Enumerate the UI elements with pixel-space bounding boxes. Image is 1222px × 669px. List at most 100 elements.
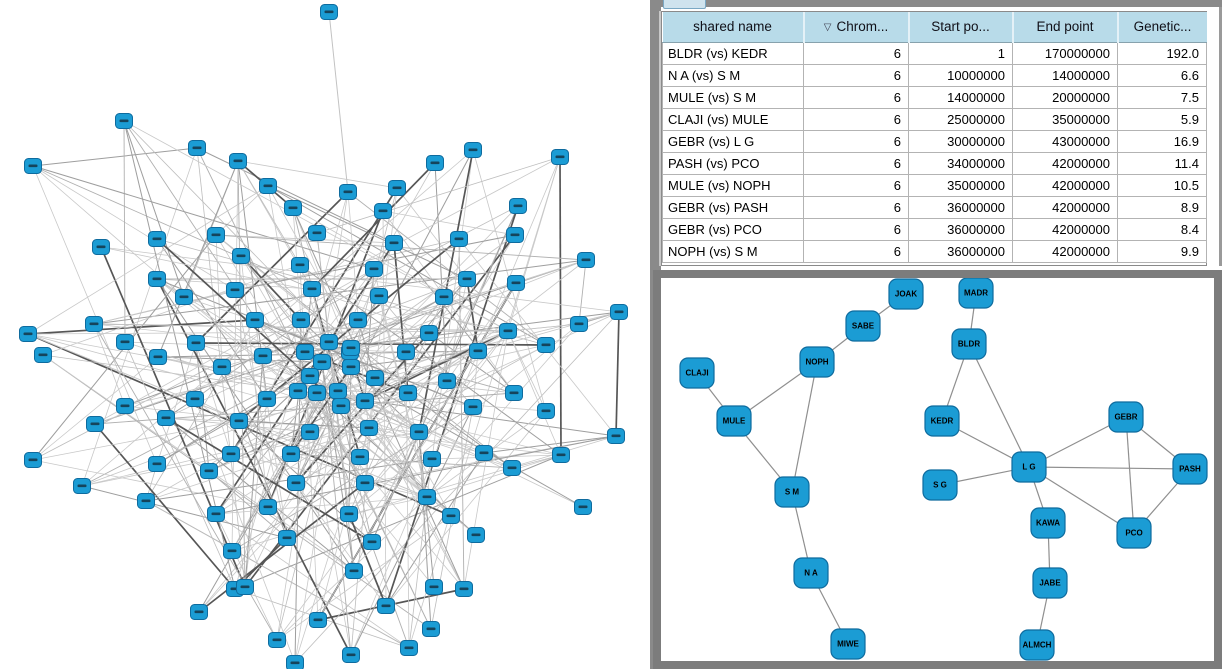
network-node[interactable] — [116, 398, 134, 414]
network-edge[interactable] — [276, 515, 452, 641]
network-edge[interactable] — [378, 295, 474, 408]
network-edge[interactable] — [32, 165, 375, 270]
table-scrollbar-track[interactable] — [1207, 7, 1222, 266]
column-header-1[interactable]: ▽ Chrom... — [802, 12, 909, 43]
network-edge[interactable] — [215, 496, 428, 515]
network-node[interactable] — [309, 612, 327, 628]
table-cell[interactable]: 42000000 — [1012, 151, 1118, 175]
network-node[interactable] — [148, 231, 166, 247]
network-node[interactable] — [175, 289, 193, 305]
network-node[interactable] — [303, 281, 321, 297]
network-edge[interactable] — [507, 323, 580, 332]
table-cell[interactable]: 1 — [908, 41, 1013, 65]
network-node[interactable] — [499, 323, 517, 339]
network-node[interactable] — [73, 478, 91, 494]
network-node[interactable] — [190, 604, 208, 620]
network-node[interactable] — [287, 475, 305, 491]
network-node-l-g[interactable]: L G — [1011, 451, 1047, 483]
network-edge[interactable] — [94, 341, 330, 425]
table-cell[interactable]: 20000000 — [1012, 85, 1118, 109]
network-edge[interactable] — [215, 435, 617, 515]
network-edge[interactable] — [297, 390, 465, 590]
table-cell[interactable]: PASH (vs) PCO — [662, 151, 804, 175]
column-header-0[interactable]: shared name — [662, 12, 804, 43]
network-node[interactable] — [342, 359, 360, 375]
network-node[interactable] — [438, 373, 456, 389]
overview-network-canvas[interactable] — [0, 0, 650, 669]
subnetwork-canvas[interactable]: JOAK SABE NOPH CLAJI MULE S M N A MIWE MADR BLDR K… — [661, 278, 1214, 661]
network-edge[interactable] — [195, 191, 349, 344]
network-node[interactable] — [226, 282, 244, 298]
network-node[interactable] — [607, 428, 625, 444]
network-edge[interactable] — [27, 333, 428, 498]
network-node[interactable] — [232, 248, 250, 264]
network-edge[interactable] — [276, 191, 349, 641]
network-edge[interactable] — [968, 343, 1030, 468]
network-edge[interactable] — [578, 259, 587, 325]
network-node-miwe[interactable]: MIWE — [830, 628, 866, 660]
network-node[interactable] — [458, 271, 476, 287]
table-cell[interactable]: 14000000 — [1012, 63, 1118, 87]
network-node-n-a[interactable]: N A — [793, 557, 829, 589]
network-edge[interactable] — [266, 319, 302, 400]
network-edge[interactable] — [295, 344, 547, 484]
network-node[interactable] — [291, 257, 309, 273]
table-cell[interactable]: 16.9 — [1117, 129, 1207, 153]
table-row[interactable]: CLAJI (vs) MULE 6 25000000 35000000 5.9 — [662, 107, 1207, 131]
network-edge[interactable] — [42, 354, 355, 572]
network-edge[interactable] — [237, 160, 398, 189]
table-cell[interactable]: 6 — [803, 63, 909, 87]
network-node[interactable] — [455, 581, 473, 597]
network-edge[interactable] — [294, 319, 302, 664]
network-node[interactable] — [537, 337, 555, 353]
network-node[interactable] — [223, 543, 241, 559]
table-cell[interactable]: N A (vs) S M — [662, 63, 804, 87]
network-node[interactable] — [475, 445, 493, 461]
network-edge[interactable] — [94, 423, 236, 590]
network-node[interactable] — [268, 632, 286, 648]
network-node[interactable] — [86, 416, 104, 432]
network-edge[interactable] — [156, 238, 268, 400]
network-node-kawa[interactable]: KAWA — [1030, 507, 1066, 539]
table-cell[interactable]: 11.4 — [1117, 151, 1207, 175]
network-edge[interactable] — [215, 185, 269, 236]
network-edge[interactable] — [348, 496, 428, 515]
network-node-s-g[interactable]: S G — [922, 469, 958, 501]
network-node[interactable] — [200, 463, 218, 479]
table-row[interactable]: N A (vs) S M 6 10000000 14000000 6.6 — [662, 63, 1207, 87]
network-node[interactable] — [230, 413, 248, 429]
network-edge[interactable] — [328, 11, 349, 193]
table-cell[interactable]: GEBR (vs) PASH — [662, 195, 804, 219]
network-edge[interactable] — [1028, 466, 1135, 534]
network-node-pash[interactable]: PASH — [1172, 453, 1208, 485]
network-edge[interactable] — [145, 427, 370, 502]
network-node[interactable] — [308, 385, 326, 401]
network-node[interactable] — [236, 579, 254, 595]
network-edge[interactable] — [230, 268, 375, 455]
network-node[interactable] — [425, 579, 443, 595]
network-edge[interactable] — [407, 392, 428, 498]
network-edge[interactable] — [156, 238, 547, 346]
network-node[interactable] — [259, 499, 277, 515]
table-cell[interactable]: MULE (vs) S M — [662, 85, 804, 109]
network-edge[interactable] — [240, 255, 302, 321]
table-cell[interactable]: CLAJI (vs) MULE — [662, 107, 804, 131]
network-edge[interactable] — [407, 330, 509, 394]
network-edge[interactable] — [27, 185, 269, 335]
network-node[interactable] — [505, 385, 523, 401]
network-node[interactable] — [345, 563, 363, 579]
network-edge[interactable] — [156, 278, 355, 572]
network-edge[interactable] — [294, 390, 339, 664]
network-edge[interactable] — [507, 330, 547, 412]
table-cell[interactable]: 9.9 — [1117, 239, 1207, 263]
network-node-pco[interactable]: PCO — [1116, 517, 1152, 549]
network-edge[interactable] — [1028, 466, 1191, 470]
network-edge[interactable] — [231, 160, 239, 552]
network-node[interactable] — [187, 335, 205, 351]
network-edge[interactable] — [195, 342, 232, 455]
network-edge[interactable] — [32, 165, 236, 291]
table-row[interactable]: MULE (vs) S M 6 14000000 20000000 7.5 — [662, 85, 1207, 109]
network-edge[interactable] — [348, 330, 509, 515]
table-cell[interactable]: 30000000 — [908, 129, 1013, 153]
table-cell[interactable]: 6 — [803, 195, 909, 219]
